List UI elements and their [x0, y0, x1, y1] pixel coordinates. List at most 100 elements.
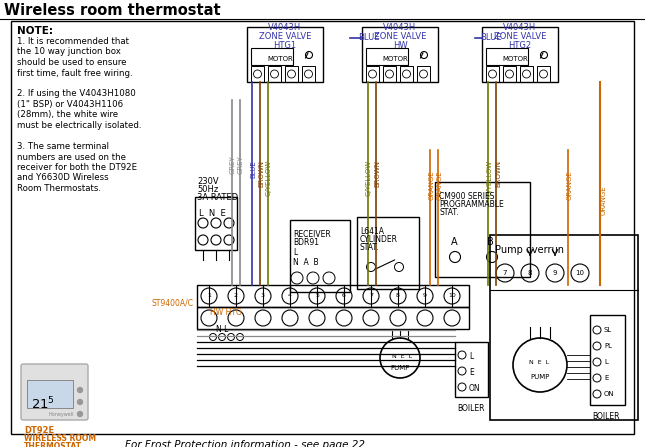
Text: ST9400A/C: ST9400A/C — [152, 298, 194, 307]
Bar — [268, 66, 281, 82]
Text: L: L — [469, 352, 473, 361]
Bar — [455, 342, 488, 397]
Text: 6: 6 — [342, 293, 346, 298]
Bar — [302, 66, 315, 82]
Bar — [482, 27, 558, 82]
Text: 8: 8 — [396, 293, 400, 298]
Text: PUMP: PUMP — [390, 365, 410, 371]
Text: ON: ON — [604, 391, 615, 397]
Bar — [383, 66, 396, 82]
Bar — [486, 48, 528, 65]
Text: L641A: L641A — [360, 227, 384, 236]
Text: Pump overrun: Pump overrun — [495, 245, 564, 255]
Text: A: A — [451, 237, 457, 247]
Text: ORANGE: ORANGE — [429, 170, 435, 200]
Text: BLUE: BLUE — [480, 33, 502, 42]
Bar — [435, 182, 530, 277]
Bar — [417, 66, 430, 82]
Text: 9: 9 — [553, 270, 557, 276]
Text: 3: 3 — [261, 293, 265, 298]
Text: 9: 9 — [423, 293, 427, 298]
Bar — [537, 66, 550, 82]
Bar — [486, 66, 499, 82]
Text: 2: 2 — [234, 293, 238, 298]
Bar — [197, 307, 469, 329]
Text: CYLINDER: CYLINDER — [360, 235, 398, 244]
Text: STAT.: STAT. — [360, 243, 379, 252]
Text: 5: 5 — [315, 293, 319, 298]
Text: BOILER: BOILER — [592, 412, 619, 421]
Text: 1: 1 — [207, 293, 211, 298]
Circle shape — [77, 412, 83, 417]
Text: BOILER: BOILER — [457, 404, 484, 413]
Text: L  N  E: L N E — [199, 209, 226, 218]
Bar — [503, 66, 516, 82]
Text: BLUE: BLUE — [358, 33, 379, 42]
Bar — [197, 285, 469, 307]
Text: first time, fault free wiring.: first time, fault free wiring. — [17, 68, 133, 77]
Text: N  A  B: N A B — [293, 258, 319, 267]
Text: 230V: 230V — [197, 177, 219, 186]
Bar — [285, 66, 298, 82]
Text: N L: N L — [216, 325, 228, 334]
Text: BROWN: BROWN — [495, 160, 501, 187]
Text: L: L — [604, 359, 608, 365]
Text: ORANGE: ORANGE — [437, 170, 443, 200]
Text: Room Thermostats.: Room Thermostats. — [17, 184, 101, 193]
FancyBboxPatch shape — [21, 364, 88, 420]
Text: G/YELLOW: G/YELLOW — [487, 160, 493, 196]
Text: BROWN: BROWN — [374, 160, 380, 187]
Text: ZONE VALVE: ZONE VALVE — [494, 32, 546, 41]
Text: and Y6630D Wireless: and Y6630D Wireless — [17, 173, 108, 182]
Text: receiver for both the DT92E: receiver for both the DT92E — [17, 163, 137, 172]
Text: CM900 SERIES: CM900 SERIES — [439, 192, 495, 201]
Text: 8: 8 — [528, 270, 532, 276]
Text: V4043H: V4043H — [268, 23, 302, 32]
Text: V4043H: V4043H — [383, 23, 417, 32]
Text: (28mm), the white wire: (28mm), the white wire — [17, 110, 118, 119]
Circle shape — [77, 388, 83, 392]
Text: GREY: GREY — [230, 155, 236, 174]
Text: WIRELESS ROOM: WIRELESS ROOM — [24, 434, 96, 443]
Text: NOTE:: NOTE: — [17, 26, 53, 36]
Text: PL: PL — [604, 343, 612, 349]
Text: 50Hz: 50Hz — [197, 185, 218, 194]
Text: ORANGE: ORANGE — [567, 170, 573, 200]
Bar — [290, 220, 350, 292]
Text: B: B — [487, 237, 494, 247]
Text: Honeywell: Honeywell — [48, 412, 74, 417]
Text: 4: 4 — [288, 293, 292, 298]
Text: ORANGE: ORANGE — [601, 185, 607, 215]
Text: N  E  L: N E L — [392, 354, 412, 359]
Text: 7: 7 — [502, 270, 507, 276]
Text: BROWN: BROWN — [258, 160, 264, 187]
Text: 10: 10 — [448, 293, 456, 298]
Text: 10: 10 — [575, 270, 584, 276]
Text: numbers are used on the: numbers are used on the — [17, 152, 126, 161]
Text: STAT.: STAT. — [439, 208, 459, 217]
Text: V4043H: V4043H — [503, 23, 537, 32]
Circle shape — [77, 400, 83, 405]
Text: DT92E: DT92E — [24, 426, 54, 435]
Text: ZONE VALVE: ZONE VALVE — [374, 32, 426, 41]
Text: HW HTG: HW HTG — [210, 308, 242, 317]
Text: HTG2: HTG2 — [508, 41, 531, 50]
Bar — [362, 27, 438, 82]
Text: must be electrically isolated.: must be electrically isolated. — [17, 121, 141, 130]
Text: 3. The same terminal: 3. The same terminal — [17, 142, 109, 151]
Text: PROGRAMMABLE: PROGRAMMABLE — [439, 200, 504, 209]
Text: 3A RATED: 3A RATED — [197, 193, 238, 202]
Text: N  E  L: N E L — [529, 360, 549, 365]
Text: MOTOR: MOTOR — [502, 56, 528, 62]
Bar — [590, 315, 625, 405]
Bar — [520, 66, 533, 82]
Text: HTG1: HTG1 — [273, 41, 297, 50]
Bar — [247, 27, 323, 82]
Text: E: E — [469, 368, 473, 377]
Text: MOTOR: MOTOR — [267, 56, 293, 62]
Text: THERMOSTAT: THERMOSTAT — [24, 442, 82, 447]
Bar — [195, 197, 237, 250]
Text: should be used to ensure: should be used to ensure — [17, 58, 126, 67]
Text: Wireless room thermostat: Wireless room thermostat — [4, 3, 221, 18]
Text: PUMP: PUMP — [530, 374, 550, 380]
